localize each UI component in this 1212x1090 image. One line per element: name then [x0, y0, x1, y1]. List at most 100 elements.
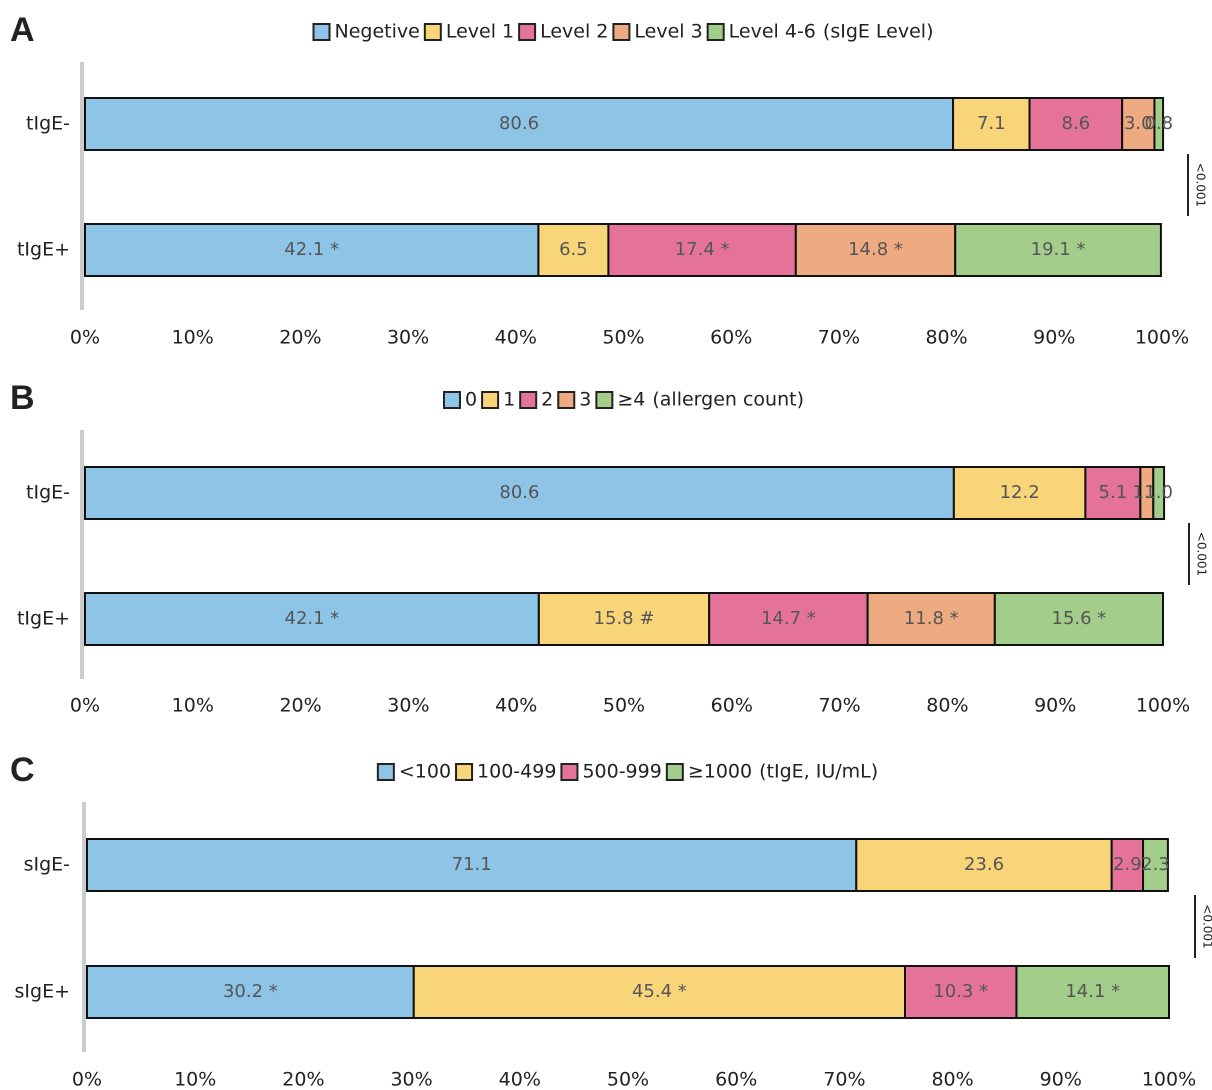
- legend-swatch: [595, 391, 614, 409]
- x-tick-label: 50%: [603, 695, 645, 717]
- data-label: 17.4 *: [675, 239, 730, 260]
- x-tick-label: 70%: [818, 327, 860, 349]
- x-tick-label: 20%: [279, 327, 321, 349]
- panel-label: A: [10, 11, 35, 49]
- data-label: 15.8 #: [594, 608, 655, 629]
- x-tick-label: 30%: [387, 327, 429, 349]
- data-label: 30.2 *: [223, 981, 278, 1002]
- bar-segment: [1015, 965, 1170, 1019]
- x-tick-label: 40%: [495, 327, 537, 349]
- legend-swatch: [442, 391, 461, 409]
- legend-label: 500-999: [582, 761, 661, 783]
- x-tick-label: 100%: [1135, 327, 1189, 349]
- category-label: sIgE-: [24, 854, 70, 876]
- x-tick-label: 20%: [282, 1069, 324, 1090]
- x-tick-label: 100%: [1142, 1069, 1196, 1090]
- legend-label: Negetive: [335, 21, 420, 43]
- x-tick-label: 30%: [387, 695, 429, 717]
- bar-segment: [866, 592, 996, 646]
- legend-title: (allergen count): [652, 389, 804, 411]
- x-tick-label: 10%: [174, 1069, 216, 1090]
- legend-swatch: [519, 391, 538, 409]
- x-tick-label: 10%: [172, 327, 214, 349]
- data-label: 10.3 *: [933, 981, 988, 1002]
- legend-swatch: [557, 391, 576, 409]
- x-tick-label: 60%: [711, 695, 753, 717]
- legend: Negetive Level 1 Level 2 Level 3 Level 4-6 (s…: [312, 21, 934, 43]
- category-label: sIgE+: [15, 981, 71, 1003]
- x-tick-label: 50%: [602, 327, 644, 349]
- legend: <100 100-499 500-999 ≥1000 (tIgE, IU/mL): [376, 761, 878, 783]
- data-label: 80.6: [499, 482, 539, 503]
- legend-swatch: [518, 23, 537, 41]
- data-label: 8.6: [1062, 113, 1091, 134]
- p-value: <0.001: [1201, 904, 1212, 948]
- category-label: tIgE-: [26, 482, 70, 504]
- data-label: 12.2: [1000, 482, 1040, 503]
- category-label: tIgE+: [17, 608, 70, 630]
- x-tick-label: 90%: [1034, 695, 1076, 717]
- x-tick-label: 60%: [715, 1069, 757, 1090]
- x-tick-label: 30%: [390, 1069, 432, 1090]
- data-label: 14.7 *: [761, 608, 816, 629]
- bar-segment: [537, 223, 610, 277]
- legend-label: Level 3: [634, 21, 702, 43]
- x-tick-label: 80%: [925, 327, 967, 349]
- bar-segment: [1152, 466, 1166, 520]
- bar-segment: [1153, 97, 1165, 151]
- x-tick-label: 100%: [1136, 695, 1190, 717]
- legend-swatch: [376, 763, 395, 781]
- x-tick-label: 40%: [499, 1069, 541, 1090]
- bar-segment: [952, 466, 1087, 520]
- legend-title: (sIgE Level): [823, 21, 934, 43]
- legend-label: ≥1000: [688, 761, 752, 783]
- chart-panel: 0% 10% 20% 30% 40% 50% 60% 70% 80% 90% 100% sIgE- 71…: [10, 751, 1212, 1090]
- x-tick-label: 40%: [495, 695, 537, 717]
- data-label: 42.1 *: [285, 608, 340, 629]
- legend-swatch: [481, 391, 500, 409]
- panel-label: B: [10, 379, 35, 417]
- legend-label: 1: [503, 389, 515, 411]
- x-tick-label: 80%: [931, 1069, 973, 1090]
- legend-label: 3: [579, 389, 591, 411]
- category-label: tIgE-: [26, 113, 70, 135]
- data-label: 5.1: [1099, 482, 1128, 503]
- legend-title: (tIgE, IU/mL): [759, 761, 878, 783]
- bar-segment: [954, 223, 1162, 277]
- legend-swatch: [455, 763, 474, 781]
- legend-label: Level 1: [446, 21, 514, 43]
- bar-segment: [855, 838, 1113, 892]
- data-label: 6.5: [559, 239, 588, 260]
- p-value: <0.001: [1195, 532, 1209, 576]
- data-label: 0.8: [1144, 113, 1173, 134]
- data-label: 19.1 *: [1031, 239, 1086, 260]
- bar-segment: [903, 965, 1018, 1019]
- data-label: 14.8 *: [848, 239, 903, 260]
- data-label: 45.4 *: [632, 981, 687, 1002]
- bar-segment: [84, 466, 955, 520]
- panel-label: C: [10, 751, 35, 789]
- data-label: 23.6: [964, 854, 1004, 875]
- legend-swatch: [665, 763, 684, 781]
- p-value: <0.001: [1194, 163, 1208, 207]
- data-label: 1.0: [1144, 482, 1173, 503]
- x-tick-label: 0%: [70, 695, 100, 717]
- data-label: 3.0: [1124, 113, 1153, 134]
- x-tick-label: 0%: [72, 1069, 102, 1090]
- legend-label: Level 4-6: [729, 21, 816, 43]
- bar-segment: [84, 223, 540, 277]
- legend-label: ≥4: [617, 389, 645, 411]
- legend-label: 100-499: [477, 761, 556, 783]
- data-label: 7.1: [977, 113, 1006, 134]
- x-tick-label: 90%: [1040, 1069, 1082, 1090]
- x-tick-label: 60%: [710, 327, 752, 349]
- bar-segment: [1028, 97, 1124, 151]
- chart-panel: 0% 10% 20% 30% 40% 50% 60% 70% 80% 90% 100% tIgE- 80…: [10, 11, 1208, 349]
- data-label: 71.1: [452, 854, 492, 875]
- bar-segment: [1142, 838, 1169, 892]
- x-tick-label: 70%: [823, 1069, 865, 1090]
- legend-label: 0: [465, 389, 477, 411]
- legend: 0 1 2 3 ≥4 (allergen count): [442, 389, 804, 411]
- bar-segment: [794, 223, 957, 277]
